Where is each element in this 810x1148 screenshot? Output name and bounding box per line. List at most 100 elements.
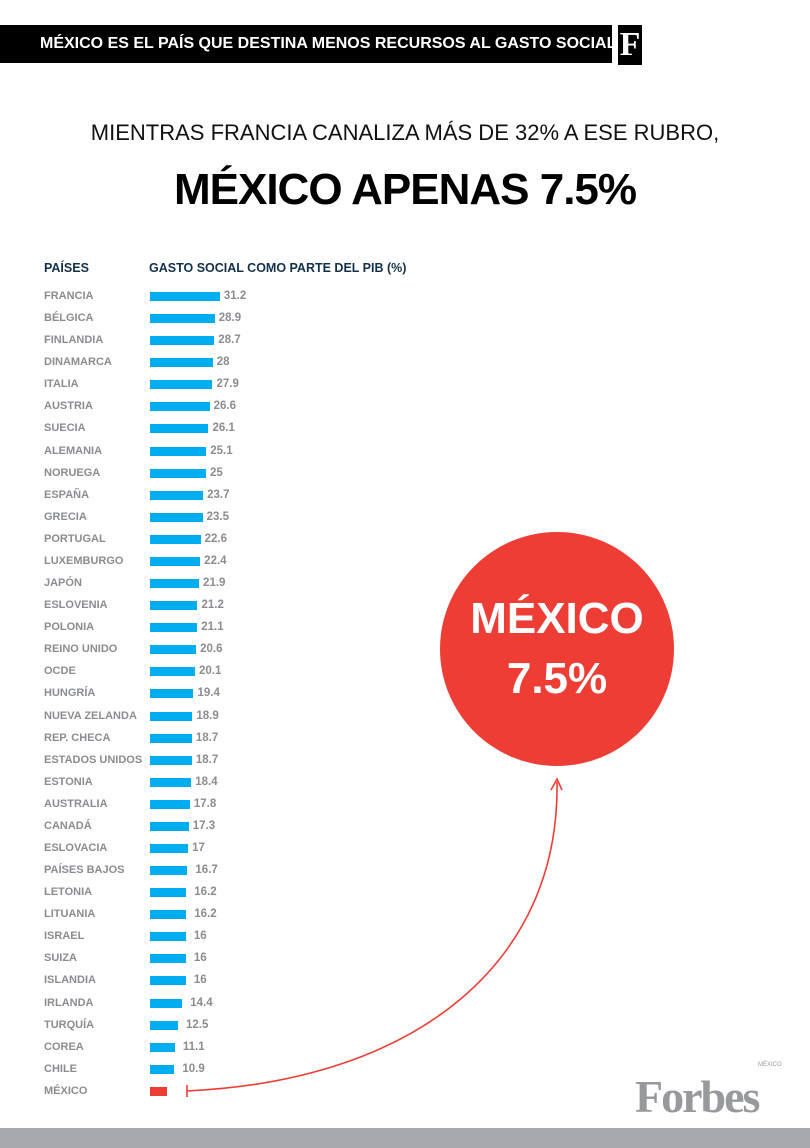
bar	[150, 380, 213, 390]
value-label: 14.4	[190, 996, 213, 1009]
bar	[150, 998, 183, 1008]
bar	[150, 336, 215, 346]
bar	[150, 844, 189, 853]
value-label: 31.2	[223, 290, 247, 302]
callout-value: 7.5%	[506, 654, 608, 703]
value-label: 19.4	[197, 687, 220, 700]
bar	[150, 932, 186, 942]
value-label: 22.6	[204, 532, 227, 545]
header-banner: MÉXICO ES EL PAÍS QUE DESTINA MENOS RECU…	[0, 25, 616, 63]
value-label: 18.9	[196, 709, 219, 722]
category-label: LITUANIA	[44, 908, 96, 921]
bar	[150, 888, 187, 898]
bar	[150, 976, 186, 986]
forbes-edition: MÉXICO	[758, 1062, 782, 1068]
category-header: PAÍSES	[44, 261, 89, 275]
bar	[150, 755, 192, 765]
category-label: GRECIA	[44, 510, 87, 523]
value-label: 16	[193, 952, 207, 965]
value-label: 17.8	[193, 797, 217, 810]
value-label: 18.4	[195, 775, 218, 788]
bar	[150, 402, 210, 412]
value-label: 17.3	[192, 819, 216, 832]
bar	[150, 821, 189, 831]
category-label: PAÍSES BAJOS	[44, 864, 125, 877]
bar	[150, 733, 192, 743]
category-label: CHILE	[44, 1062, 77, 1075]
category-label: ALEMANIA	[44, 444, 103, 457]
value-label: 18.7	[195, 731, 219, 744]
headline: MÉXICO APENAS 7.5%	[173, 165, 637, 214]
category-label: ESTONIA	[44, 775, 93, 788]
value-label: 16	[193, 974, 207, 987]
value-label: 20.6	[200, 643, 223, 656]
value-label: 18.7	[195, 753, 219, 766]
category-label: TURQUÍA	[44, 1018, 95, 1031]
value-label: 16.2	[194, 908, 217, 921]
bar	[150, 468, 206, 478]
category-label: REP. CHECA	[44, 731, 111, 744]
bar	[150, 556, 201, 566]
category-label: ESTADOS UNIDOS	[44, 753, 143, 766]
category-label: HUNGRÍA	[44, 687, 96, 700]
bar	[150, 866, 188, 876]
bar	[150, 512, 203, 522]
category-label: FRANCIA	[44, 290, 94, 302]
value-label: 16	[193, 930, 207, 943]
value-label: 21.2	[201, 599, 224, 612]
bar	[150, 1064, 175, 1074]
category-label: MÉXICO	[44, 1084, 88, 1097]
value-label: 23.5	[206, 510, 230, 523]
value-label: 25.1	[210, 444, 233, 457]
category-label: CANADÁ	[44, 819, 92, 832]
value-label: 17	[192, 842, 205, 854]
subtitle: MIENTRAS FRANCIA CANALIZA MÁS DE 32% A E…	[90, 120, 720, 145]
value-label: 23.7	[207, 488, 230, 501]
bar	[150, 534, 201, 544]
forbes-f-logo: F	[618, 25, 642, 65]
bar	[150, 777, 192, 787]
bar	[150, 490, 204, 500]
value-header: GASTO SOCIAL COMO PARTE DEL PIB (%)	[149, 261, 407, 275]
category-label: IRLANDA	[44, 996, 94, 1009]
bar	[150, 711, 193, 721]
category-label: PORTUGAL	[44, 532, 106, 545]
bar	[150, 1020, 178, 1030]
category-label: FINLANDIA	[44, 334, 104, 347]
category-label: NUEVA ZELANDA	[44, 709, 137, 722]
category-label: REINO UNIDO	[44, 643, 118, 656]
bar-highlight	[150, 1086, 167, 1096]
value-label: 27.9	[216, 378, 239, 391]
category-label: ISLANDIA	[44, 974, 96, 987]
category-label: ITALIA	[44, 378, 79, 391]
forbes-logo: Forbes	[635, 1071, 760, 1122]
category-label: BÉLGICA	[44, 312, 94, 325]
category-label: SUIZA	[44, 952, 77, 965]
bar	[150, 910, 187, 920]
bar	[150, 601, 198, 611]
value-label: 28.9	[218, 312, 242, 325]
bar	[150, 623, 198, 633]
bar	[150, 689, 194, 699]
bar	[150, 292, 220, 301]
bar	[150, 424, 209, 434]
value-label: 20.1	[199, 665, 222, 678]
callout-country: MÉXICO	[470, 594, 644, 643]
arrow-head	[550, 777, 563, 791]
value-label: 12.5	[186, 1018, 209, 1031]
category-label: AUSTRALIA	[44, 797, 108, 810]
bar	[150, 314, 215, 324]
banner-text: MÉXICO ES EL PAÍS QUE DESTINA MENOS RECU…	[40, 35, 617, 52]
value-label: 28.7	[218, 334, 241, 347]
category-label: COREA	[44, 1040, 84, 1053]
bar	[150, 954, 186, 964]
value-label: 10.9	[182, 1062, 205, 1075]
category-label: OCDE	[44, 665, 76, 678]
category-label: POLONIA	[44, 621, 95, 634]
bar	[150, 799, 190, 809]
value-label: 25	[210, 466, 223, 479]
value-label: 16.7	[195, 864, 218, 877]
category-label: DINAMARCA	[44, 356, 112, 369]
bar	[150, 358, 213, 368]
